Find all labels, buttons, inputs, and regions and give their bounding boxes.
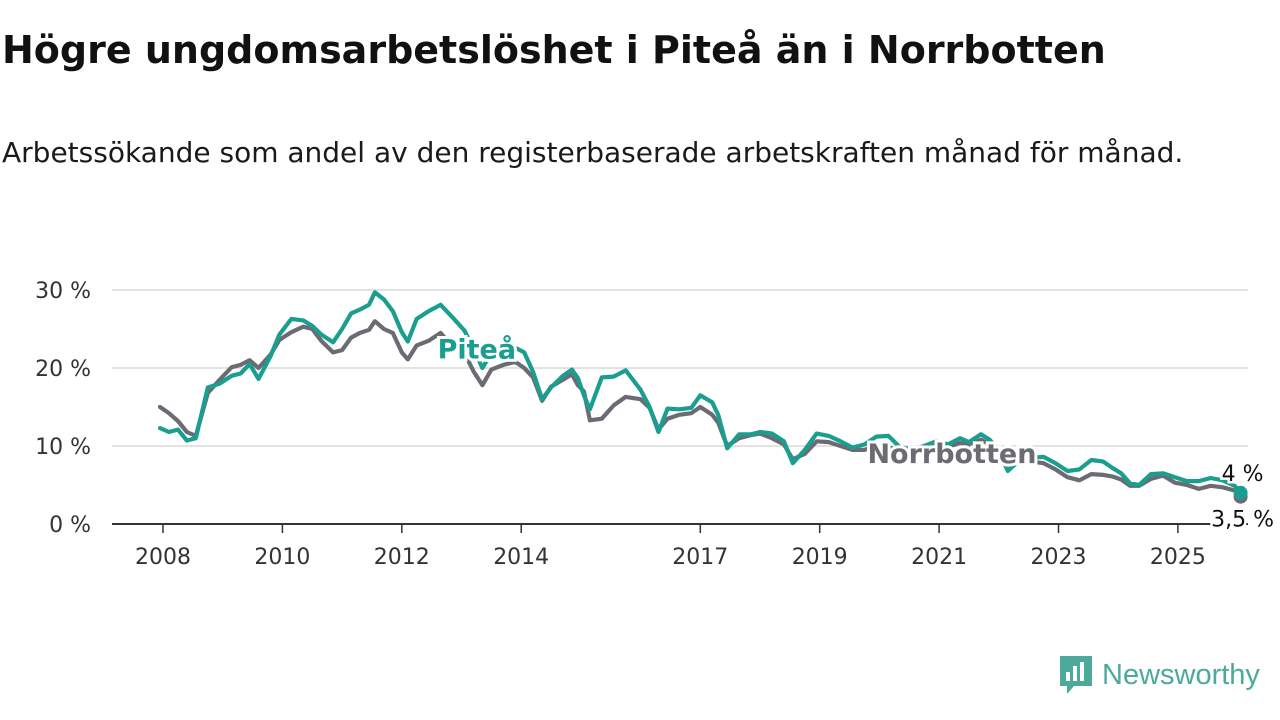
end-point-pitea: [1233, 485, 1248, 500]
chart-title: Högre ungdomsarbetslöshet i Piteå än i N…: [2, 28, 1106, 72]
x-tick-label: 2008: [135, 545, 191, 570]
chart-subtitle: Arbetssökande som andel av den registerb…: [2, 136, 1184, 169]
series-line-norrbotten: [157, 319, 1243, 499]
end-label-norrbotten: 3,5 %: [1211, 508, 1274, 533]
series-label-norrbotten: Norrbotten: [867, 439, 1036, 470]
y-axis-ticks: 0 % 10 % 20 % 30 %: [35, 279, 91, 538]
y-tick-label: 10 %: [35, 435, 91, 460]
y-tick-label: 0 %: [49, 513, 91, 538]
grid-lines: [112, 289, 1248, 525]
brand-name: Newsworthy: [1102, 658, 1260, 691]
x-tick-label: 2021: [911, 545, 967, 570]
series-label-pitea: Piteå: [438, 334, 516, 366]
series-lines: [157, 290, 1248, 504]
y-tick-label: 30 %: [35, 279, 91, 304]
newsworthy-logo-icon: [1060, 656, 1092, 694]
y-tick-label: 20 %: [35, 357, 91, 382]
x-axis-ticks: 2008 2010 2012 2014 2017 2019 2021 2023 2025: [135, 524, 1206, 570]
x-tick-label: 2012: [374, 545, 430, 570]
x-tick-label: 2023: [1031, 545, 1087, 570]
line-chart: 0 % 10 % 20 % 30 % 2008 2010 2012 2014 2017 2019…: [35, 279, 1277, 570]
x-tick-label: 2019: [792, 545, 848, 570]
series-line-pitea: [157, 290, 1243, 495]
brand-logo: Newsworthy: [1058, 654, 1260, 696]
x-tick-label: 2014: [493, 545, 549, 570]
series-labels: Piteå 4 % Norrbotten 3,5 %: [435, 331, 1277, 536]
end-label-pitea: 4 %: [1222, 462, 1264, 487]
x-tick-label: 2025: [1150, 545, 1206, 570]
x-tick-label: 2017: [672, 545, 728, 570]
x-tick-label: 2010: [254, 545, 310, 570]
